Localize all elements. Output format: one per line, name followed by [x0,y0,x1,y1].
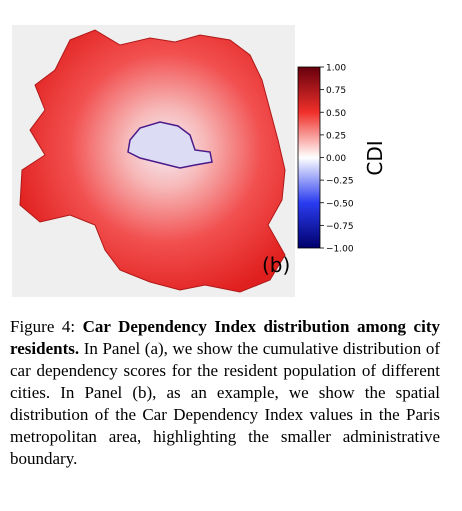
colorbar-tick-label: 0.00 [326,154,346,164]
colorbar-tick-label: 1.00 [326,64,346,74]
colorbar-tick-label: 0.75 [326,86,346,96]
figure-caption: Figure 4: Car Dependency Index distribut… [10,316,440,470]
colorbar-tick-label: −0.50 [326,199,354,209]
figure: (b) CDI 1.00 0.75 0.50 0.25 0.00 −0.25 −0.50 −0… [12,25,387,297]
colorbar-ticks: 1.00 0.75 0.50 0.25 0.00 −0.25 −0.50 −0.75 −1.00 [320,64,354,255]
administrative-boundary [127,121,213,169]
colorbar-label: CDI [363,140,387,175]
colorbar-tick-label: 0.50 [326,109,346,119]
panel-label: (b) [262,253,290,277]
caption-label: Figure 4: [10,317,76,336]
colorbar-tick-label: −1.00 [326,245,354,255]
colorbar [297,66,321,249]
colorbar-tick-label: 0.25 [326,131,346,141]
caption-text: In Panel (a), we show the cumulative dis… [10,339,440,468]
colorbar-tick-label: −0.25 [326,177,354,187]
caption-bold: Car Dependency Index distribution among … [10,317,440,358]
colorbar-tick-label: −0.75 [326,222,354,232]
